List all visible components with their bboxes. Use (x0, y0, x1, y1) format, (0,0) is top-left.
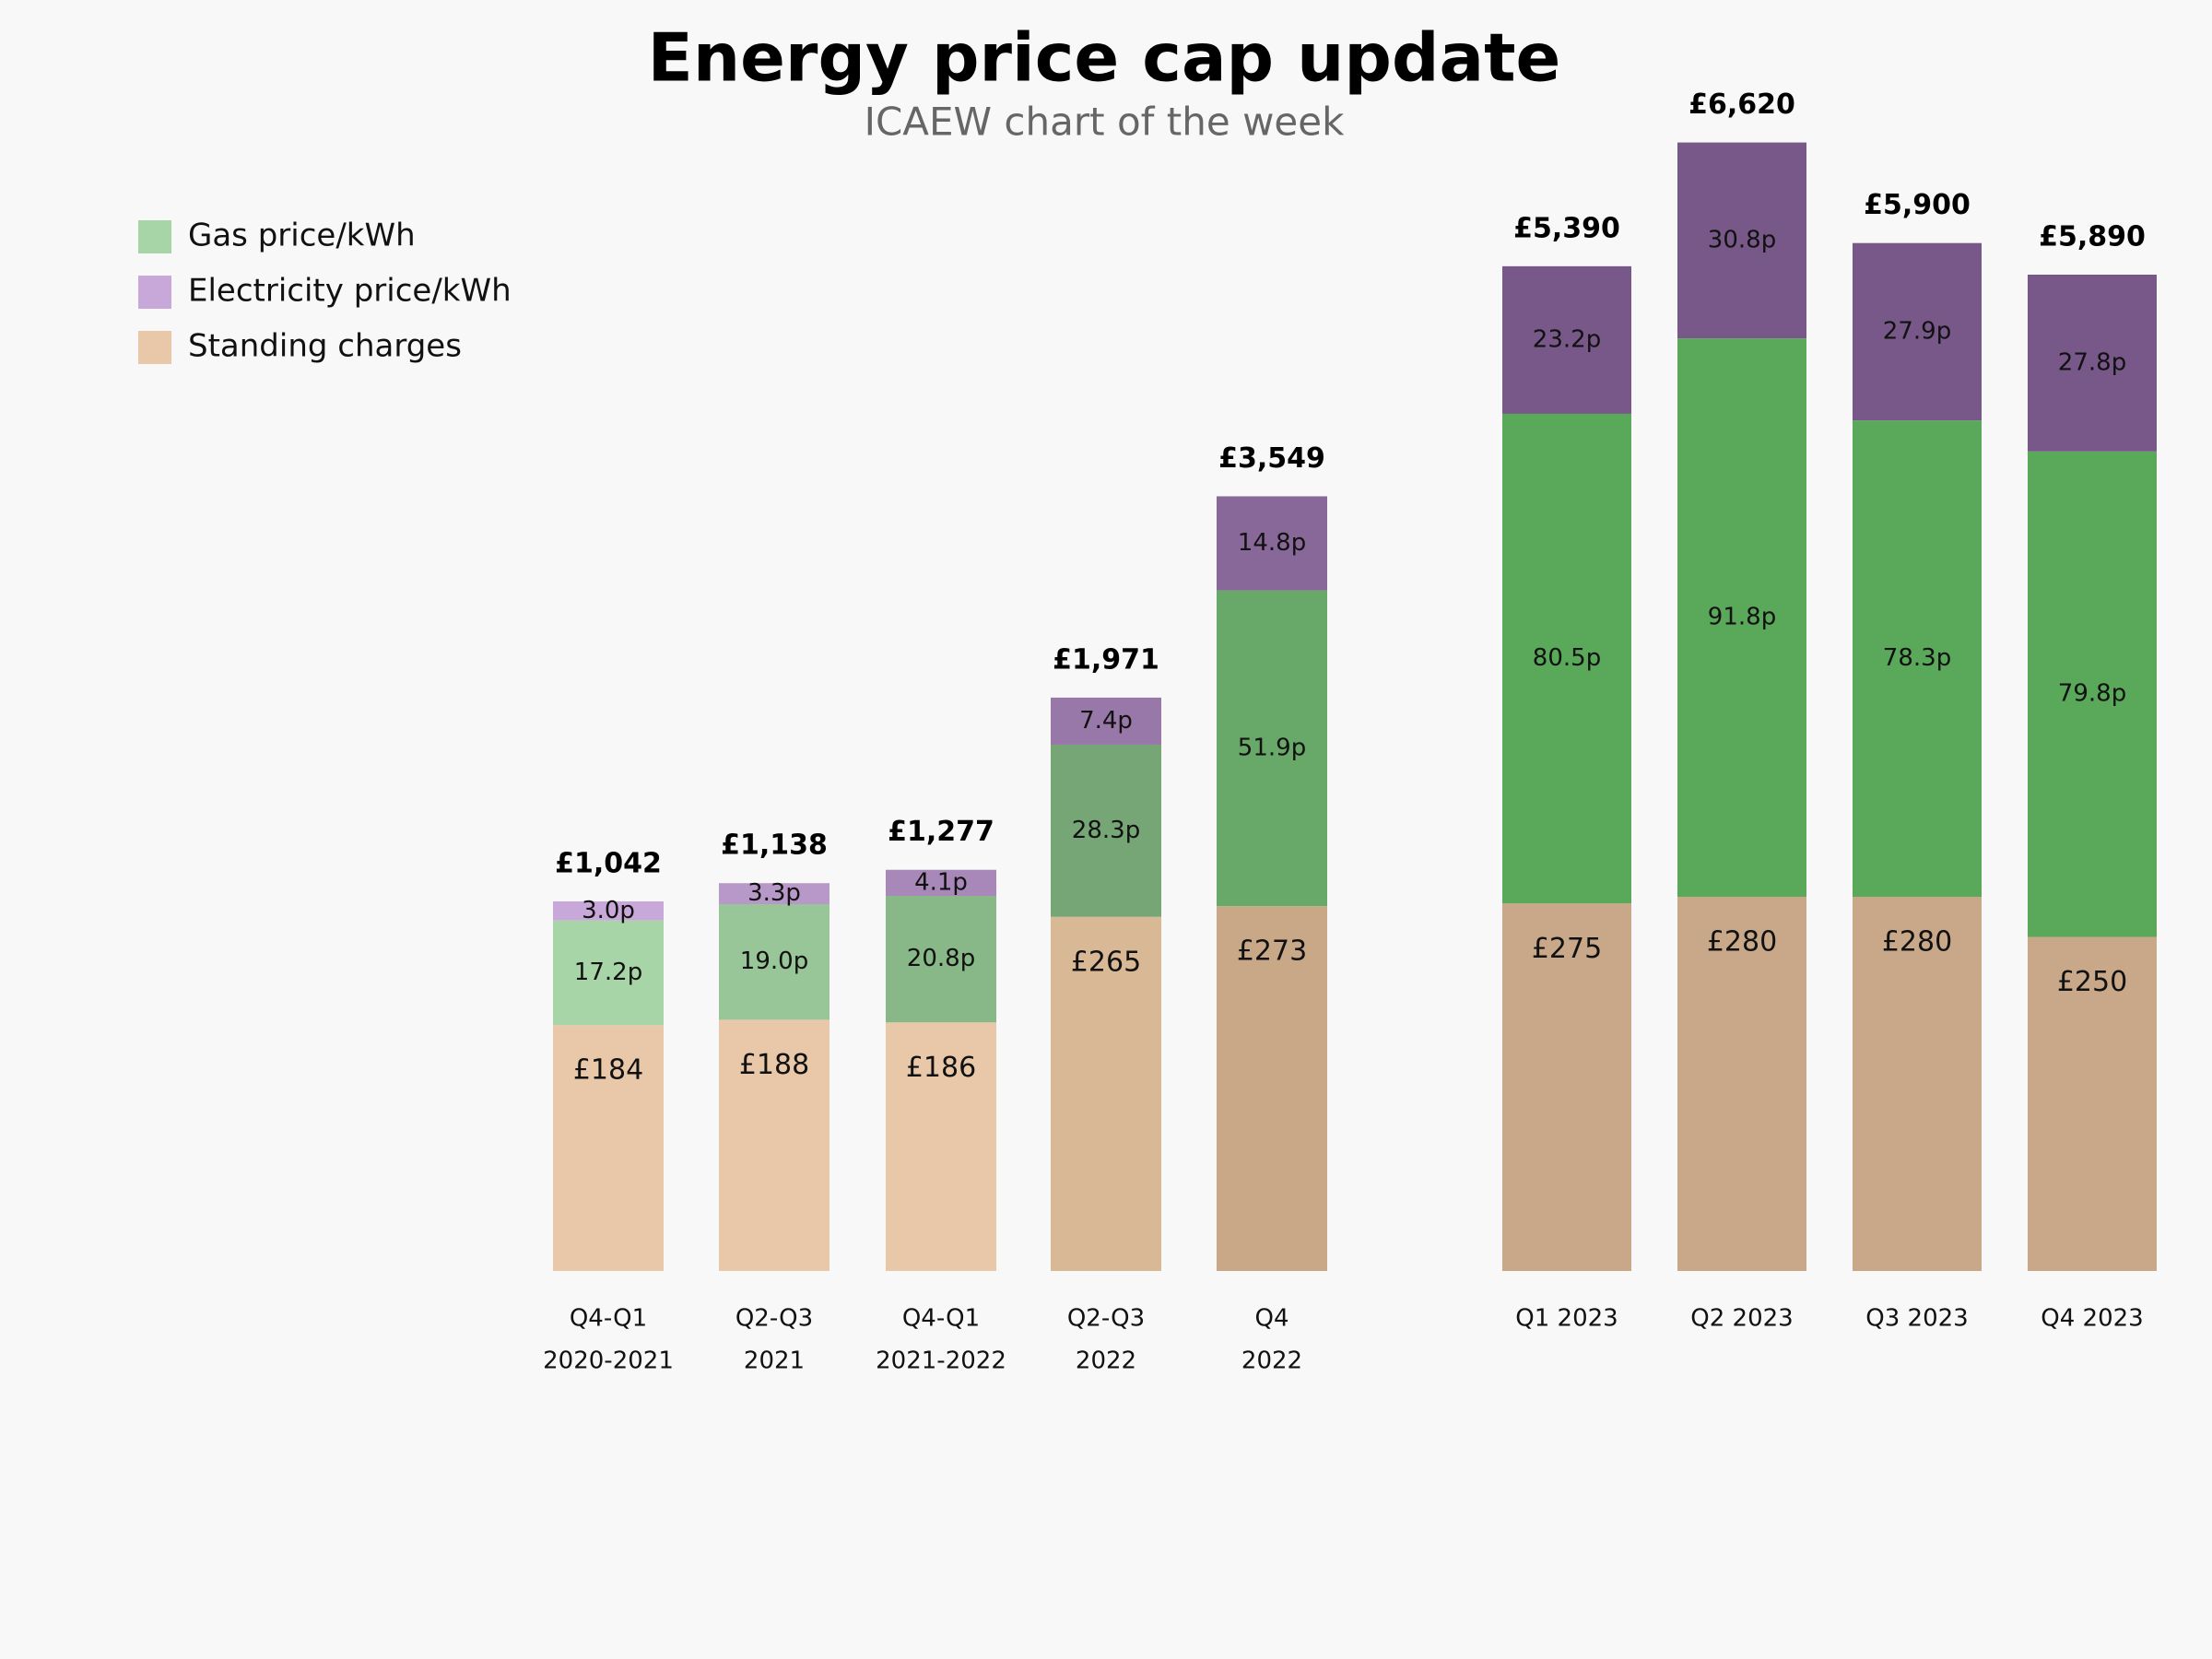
segment-label: 30.8p (1708, 226, 1776, 253)
total-label: £1,138 (721, 830, 828, 862)
legend-swatch (138, 276, 171, 309)
segment-label: 3.0p (582, 897, 635, 924)
legend-label: Standing charges (188, 328, 462, 365)
bar-segment (2028, 275, 2157, 452)
total-label: £5,900 (1864, 189, 1971, 221)
segment-label: 4.1p (914, 868, 968, 896)
bar-segment (1677, 897, 1806, 1271)
segment-label: 17.2p (574, 959, 642, 986)
x-tick-label: 2022 (1241, 1347, 1302, 1375)
bar-segment (2028, 936, 2157, 1271)
segment-label: £275 (1532, 933, 1602, 965)
segment-label: £186 (906, 1052, 976, 1084)
bar-segment (553, 1025, 664, 1271)
legend-swatch (138, 220, 171, 253)
segment-label: £184 (573, 1054, 643, 1087)
total-label: £1,971 (1053, 643, 1159, 676)
bar-segment (719, 883, 830, 904)
x-tick-label: 2021 (744, 1347, 805, 1375)
x-tick-label: Q4 (1254, 1305, 1288, 1333)
segment-label: 28.3p (1072, 817, 1140, 844)
bar-segment (1853, 897, 1982, 1271)
bar-segment (1051, 697, 1161, 745)
bar-segment (1217, 496, 1327, 591)
bar-segment (1502, 265, 1631, 414)
x-tick-label: Q2-Q3 (1067, 1305, 1145, 1333)
x-tick-label: Q4 2023 (2041, 1305, 2143, 1333)
total-label: £5,890 (2039, 221, 2146, 253)
bar-segment (1051, 744, 1161, 917)
bar-segment (886, 869, 996, 897)
segment-label: £250 (2057, 966, 2127, 998)
segment-label: 78.3p (1883, 644, 1951, 672)
bar-segment (1853, 420, 1982, 898)
bar-segment (2028, 451, 2157, 937)
x-tick-label: Q1 2023 (1515, 1305, 1618, 1333)
x-tick-label: Q4-Q1 (570, 1305, 647, 1333)
chart-subtitle: ICAEW chart of the week (865, 100, 1346, 145)
segment-label: £273 (1237, 935, 1307, 968)
bar-segment (719, 1019, 830, 1271)
segment-label: 20.8p (907, 945, 975, 972)
segment-label: 51.9p (1238, 734, 1306, 761)
bar-segment (886, 896, 996, 1023)
bar-segment (1677, 338, 1806, 897)
segment-label: 3.3p (747, 879, 801, 907)
bar-segment (1217, 590, 1327, 907)
segment-label: 14.8p (1238, 529, 1306, 557)
bar-segment (1502, 413, 1631, 904)
bar-segment (1853, 242, 1982, 421)
total-label: £5,390 (1513, 212, 1620, 244)
bar-segment (1502, 903, 1631, 1271)
segment-label: 7.4p (1079, 707, 1133, 735)
segment-label: 19.0p (740, 947, 808, 975)
x-tick-label: 2022 (1076, 1347, 1136, 1375)
x-tick-label: 2020-2021 (543, 1347, 674, 1375)
x-tick-label: Q2-Q3 (735, 1305, 813, 1333)
bar-segment (886, 1022, 996, 1271)
total-label: £3,549 (1218, 442, 1325, 475)
legend-label: Electricity price/kWh (188, 273, 512, 310)
segment-label: £280 (1882, 926, 1952, 959)
x-tick-label: Q3 2023 (1865, 1305, 1968, 1333)
bar-segment (1051, 916, 1161, 1271)
segment-label: 23.2p (1533, 325, 1601, 353)
total-label: £1,042 (555, 847, 662, 879)
legend-swatch (138, 331, 171, 364)
segment-label: 80.5p (1533, 644, 1601, 672)
segment-label: £188 (739, 1049, 809, 1081)
bar-segment (553, 900, 664, 921)
segment-label: 27.9p (1883, 317, 1951, 345)
bar-segment (719, 904, 830, 1020)
legend-label: Gas price/kWh (188, 218, 416, 254)
segment-label: 27.8p (2058, 348, 2126, 376)
bar-segment (553, 920, 664, 1026)
chart-title: Energy price cap update (648, 19, 1561, 97)
bar-segment (1677, 142, 1806, 339)
segment-label: 91.8p (1708, 604, 1776, 631)
x-tick-label: Q2 2023 (1690, 1305, 1793, 1333)
bar-segment (1217, 906, 1327, 1271)
x-tick-label: 2021-2022 (876, 1347, 1006, 1375)
segment-label: 79.8p (2058, 680, 2126, 708)
segment-label: £280 (1707, 926, 1777, 959)
segment-label: £265 (1071, 946, 1141, 978)
total-label: £6,620 (1688, 88, 1795, 121)
total-label: £1,277 (888, 816, 994, 848)
x-tick-label: Q4-Q1 (902, 1305, 980, 1333)
